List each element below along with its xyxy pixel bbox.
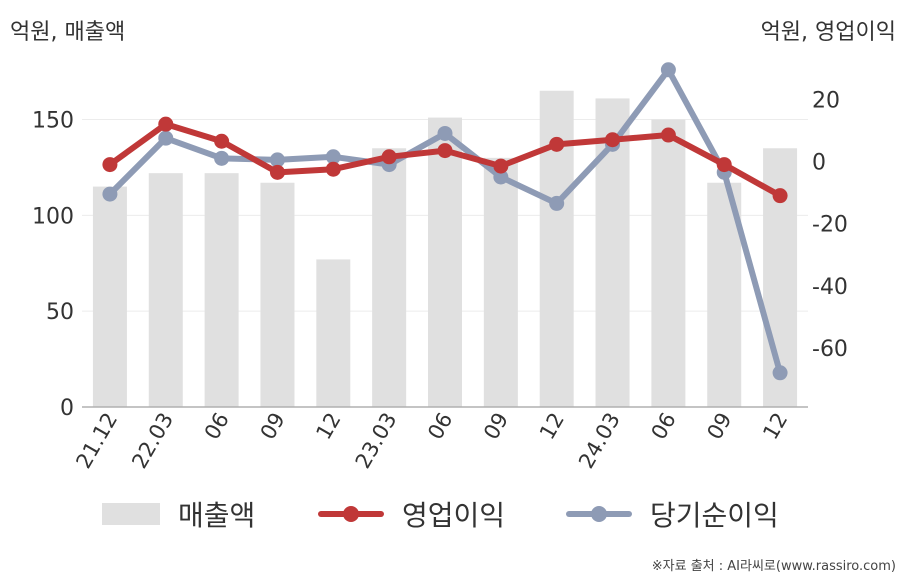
legend-item-operating-profit: 영업이익 — [318, 492, 505, 536]
point-operating-profit — [269, 164, 285, 180]
bar-revenue — [428, 117, 462, 407]
bar-revenue — [651, 119, 686, 407]
x-axis-tick-label: 12 — [535, 409, 569, 444]
x-axis-tick-label: 06 — [647, 409, 681, 444]
legend-swatch-revenue — [102, 503, 160, 525]
point-operating-profit — [325, 161, 341, 177]
right-axis-tick-label: -20 — [812, 213, 848, 238]
point-operating-profit — [437, 143, 453, 159]
x-axis-tick-label: 09 — [479, 409, 513, 444]
right-axis-tick-label: 20 — [812, 88, 840, 113]
left-axis-tick-label: 150 — [32, 109, 74, 134]
left-axis-tick-label: 100 — [32, 204, 74, 229]
bar-revenue — [372, 148, 407, 407]
point-operating-profit — [102, 157, 118, 173]
point-net-income — [102, 186, 118, 202]
right-axis-unit: 억원, 영업이익 — [760, 20, 896, 45]
legend-label-net-income: 당기순이익 — [650, 499, 779, 532]
legend-swatch-operating-profit — [318, 503, 384, 525]
point-net-income — [549, 195, 565, 211]
x-axis-tick-label: 12 — [758, 409, 792, 444]
left-axis-unit: 억원, 매출액 — [10, 20, 126, 45]
left-axis-tick-label: 50 — [46, 300, 74, 325]
point-net-income — [214, 150, 230, 166]
point-operating-profit — [772, 188, 788, 204]
point-net-income — [660, 62, 676, 78]
x-axis-tick-label: 22.03 — [127, 409, 178, 473]
bar-revenue — [316, 259, 351, 407]
x-axis-tick-label: 09 — [702, 409, 736, 444]
point-net-income — [437, 125, 453, 141]
x-axis-tick-label: 06 — [423, 409, 457, 444]
legend-label-revenue: 매출액 — [178, 499, 256, 532]
bar-revenue — [204, 173, 239, 407]
bar-revenue — [148, 173, 183, 407]
bars-revenue — [92, 90, 798, 408]
x-axis-tick-label: 12 — [311, 409, 345, 444]
point-operating-profit — [549, 136, 565, 152]
legend-item-revenue: 매출액 — [102, 492, 255, 536]
point-operating-profit — [660, 127, 676, 143]
legend-item-net-income: 당기순이익 — [566, 492, 779, 536]
point-net-income — [158, 130, 174, 146]
point-operating-profit — [716, 157, 732, 173]
right-axis-tick-label: 0 — [812, 150, 826, 175]
right-axis-tick-label: -40 — [812, 275, 848, 300]
bar-revenue — [260, 182, 295, 407]
point-operating-profit — [381, 149, 397, 165]
left-axis-tick-label: 0 — [60, 396, 74, 421]
x-axis-tick-label: 23.03 — [351, 409, 402, 473]
x-axis-tick-label: 21.12 — [71, 409, 122, 473]
point-operating-profit — [605, 132, 621, 148]
legend-swatch-net-income — [566, 503, 632, 525]
point-operating-profit — [214, 133, 230, 149]
bar-revenue — [483, 157, 518, 407]
x-axis-tick-label: 09 — [256, 409, 290, 444]
x-axis-tick-label: 06 — [200, 409, 234, 444]
legend-label-operating-profit: 영업이익 — [402, 499, 506, 532]
right-axis-tick-label: -60 — [812, 337, 848, 362]
bar-revenue — [92, 186, 127, 407]
series-lines — [102, 62, 788, 381]
point-operating-profit — [158, 116, 174, 132]
point-net-income — [325, 149, 341, 165]
source-note: ※자료 출처 : AI라씨로(www.rassiro.com) — [651, 559, 896, 574]
point-net-income — [269, 152, 285, 168]
point-net-income — [772, 365, 788, 381]
point-net-income — [493, 169, 509, 185]
x-axis-tick-label: 24.03 — [574, 409, 625, 473]
point-operating-profit — [493, 158, 509, 174]
